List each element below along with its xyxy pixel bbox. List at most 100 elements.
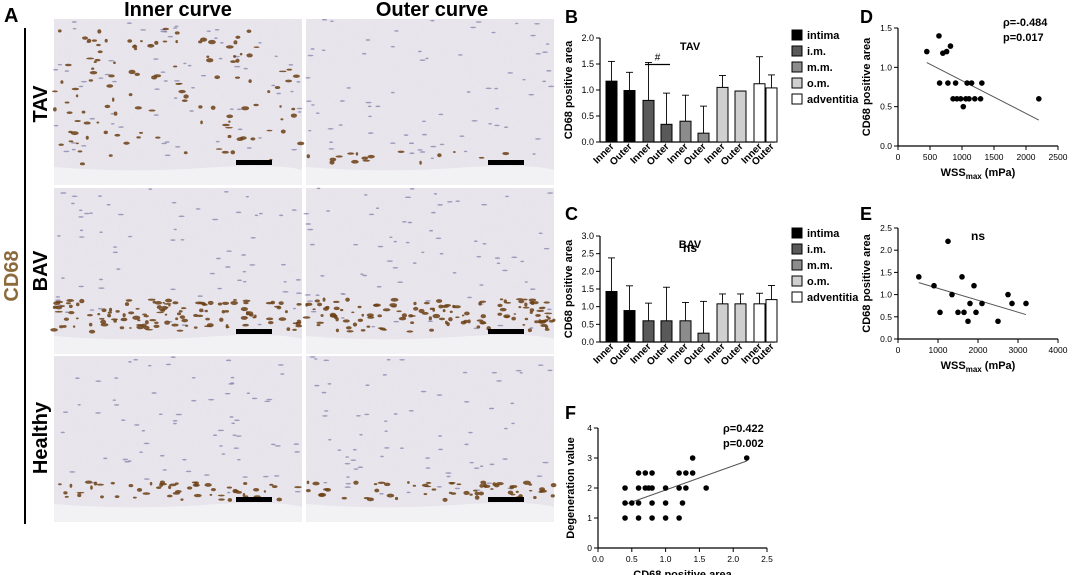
panel-letter-b: B bbox=[565, 7, 578, 27]
nucleus-mark bbox=[214, 28, 220, 31]
y-tick-label: 4 bbox=[587, 423, 592, 433]
nucleus-mark bbox=[98, 278, 104, 281]
nucleus-mark bbox=[546, 69, 552, 72]
nucleus-mark bbox=[529, 288, 536, 290]
data-point bbox=[955, 309, 961, 316]
nucleus-mark bbox=[519, 371, 523, 374]
nucleus-mark bbox=[315, 294, 320, 297]
nucleus-mark bbox=[473, 467, 480, 469]
bar bbox=[753, 83, 766, 143]
stain-mark bbox=[479, 484, 484, 488]
nucleus-mark bbox=[60, 431, 65, 434]
stain-mark bbox=[233, 299, 237, 301]
stain-mark bbox=[361, 156, 369, 160]
nucleus-mark bbox=[404, 196, 412, 199]
data-point bbox=[662, 515, 669, 521]
bar bbox=[765, 299, 778, 343]
nucleus-mark bbox=[462, 371, 468, 374]
stain-mark bbox=[507, 490, 514, 495]
scale-bar bbox=[488, 329, 524, 334]
stain-mark bbox=[274, 305, 281, 308]
nucleus-mark bbox=[353, 468, 359, 470]
y-tick-label: 1.0 bbox=[581, 85, 594, 95]
nucleus-mark bbox=[283, 280, 287, 283]
stain-mark bbox=[246, 53, 253, 58]
x-tick-label: 4000 bbox=[1049, 345, 1068, 355]
legend-label: intima bbox=[807, 228, 840, 240]
legend-swatch bbox=[791, 275, 803, 287]
nucleus-mark bbox=[191, 399, 197, 402]
stain-mark bbox=[86, 57, 95, 60]
y-tick-label: 0.0 bbox=[880, 141, 892, 151]
stain-mark bbox=[88, 79, 94, 82]
stain-mark bbox=[74, 120, 81, 123]
stain-mark bbox=[248, 313, 254, 317]
chart-c: 0.0 0.5 1.0 1.5 2.0 2.5 3.0 CD68 positive area B… bbox=[563, 227, 859, 368]
nucleus-mark bbox=[250, 236, 256, 239]
nucleus-mark bbox=[357, 466, 364, 469]
lumen-edge bbox=[306, 502, 554, 522]
stain-mark bbox=[446, 322, 450, 327]
stain-mark bbox=[115, 310, 120, 313]
nucleus-mark bbox=[437, 204, 443, 206]
stain-mark bbox=[114, 133, 121, 137]
panel-letter-a: A bbox=[4, 5, 18, 27]
nucleus-mark bbox=[78, 85, 84, 88]
stain-mark bbox=[221, 301, 230, 305]
stain-mark bbox=[54, 310, 63, 313]
stain-mark bbox=[113, 319, 117, 323]
nucleus-mark bbox=[361, 52, 367, 55]
bar bbox=[660, 320, 673, 343]
nucleus-mark bbox=[174, 80, 180, 82]
nucleus-mark bbox=[292, 307, 297, 310]
nucleus-mark bbox=[528, 93, 535, 96]
nucleus-mark bbox=[221, 453, 226, 455]
nucleus-mark bbox=[140, 29, 147, 31]
nucleus-mark bbox=[346, 476, 350, 478]
row-label-healthy: Healthy bbox=[30, 401, 52, 474]
nucleus-mark bbox=[511, 256, 518, 259]
legend-label: intima bbox=[807, 30, 840, 42]
nucleus-mark bbox=[505, 195, 509, 198]
stain-mark bbox=[533, 301, 539, 305]
nucleus-mark bbox=[538, 232, 543, 235]
stain-mark bbox=[312, 481, 320, 486]
nucleus-mark bbox=[315, 112, 320, 114]
stain-mark bbox=[172, 65, 178, 68]
legend-label: adventitia bbox=[807, 94, 859, 106]
nucleus-mark bbox=[363, 194, 368, 196]
stain-mark bbox=[544, 312, 553, 315]
stain-mark bbox=[129, 327, 132, 329]
data-point bbox=[961, 309, 967, 316]
row-label-tav: TAV bbox=[30, 85, 52, 123]
nucleus-mark bbox=[104, 73, 111, 76]
nucleus-mark bbox=[241, 254, 247, 256]
legend-label: adventitia bbox=[807, 292, 859, 304]
stain-mark bbox=[156, 305, 162, 310]
stain-mark bbox=[377, 481, 386, 484]
nucleus-mark bbox=[303, 212, 310, 215]
stain-mark bbox=[305, 302, 313, 307]
chart-d: 0.0 0.5 1.0 1.5 0 500 1000 1500 2000 2500 CD68 pos… bbox=[861, 17, 1068, 181]
stain-mark bbox=[425, 481, 432, 484]
stain-mark bbox=[63, 491, 68, 495]
stain-mark bbox=[162, 301, 165, 304]
bar bbox=[605, 80, 618, 143]
stain-mark bbox=[522, 480, 531, 485]
legend-swatch bbox=[791, 243, 803, 255]
stain-mark bbox=[396, 310, 402, 313]
stain-mark bbox=[210, 105, 216, 110]
nucleus-mark bbox=[71, 21, 77, 23]
stain-mark bbox=[413, 306, 419, 311]
nucleus-mark bbox=[316, 187, 321, 190]
stain-mark bbox=[79, 162, 85, 166]
y-tick-label: 0.0 bbox=[880, 334, 892, 344]
stain-mark bbox=[198, 301, 206, 305]
stain-mark bbox=[429, 328, 434, 332]
stain-mark bbox=[438, 317, 446, 321]
y-tick-label: 0.0 bbox=[581, 137, 594, 147]
data-point bbox=[689, 470, 696, 476]
lumen-edge bbox=[54, 165, 302, 185]
regression-line bbox=[918, 282, 1027, 316]
stain-mark bbox=[528, 483, 533, 486]
